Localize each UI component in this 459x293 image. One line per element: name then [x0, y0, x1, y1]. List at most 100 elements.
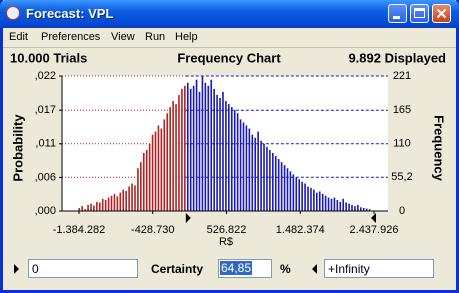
histogram-bar: [93, 205, 95, 211]
menu-item[interactable]: Run: [145, 31, 166, 43]
histogram-bar: [295, 177, 298, 211]
histogram-bar: [134, 185, 136, 211]
histogram-bar: [354, 206, 356, 211]
histogram-bar: [140, 162, 142, 211]
histogram-bar: [195, 79, 198, 211]
histogram-bar: [289, 171, 292, 211]
lower-bound-input[interactable]: 0: [28, 259, 138, 278]
histogram-bar: [362, 207, 365, 211]
histogram-bar: [365, 208, 368, 211]
x-tick-label: -428.730: [131, 224, 174, 236]
histogram-bar: [260, 140, 262, 211]
histogram-bar: [172, 101, 174, 211]
histogram-bar: [272, 152, 274, 211]
histogram-bar: [213, 88, 215, 211]
histogram-bar: [128, 186, 130, 211]
histogram-bar: [90, 203, 92, 211]
histogram-bar: [151, 134, 154, 211]
histogram-bar: [251, 134, 254, 211]
histogram-bar: [357, 204, 359, 211]
histogram-bar: [207, 85, 210, 211]
histogram-bar: [198, 91, 201, 211]
x-axis-label: R$: [219, 236, 233, 248]
histogram-bar: [307, 186, 309, 211]
histogram-bar: [263, 143, 265, 211]
x-tick-label: -1.384.282: [53, 224, 106, 236]
certainty-input[interactable]: 64,85: [218, 259, 272, 278]
histogram-bar: [169, 107, 171, 211]
histogram-bar: [137, 168, 139, 211]
x-tick-label: 1.482.374: [276, 224, 325, 236]
menu-item[interactable]: Help: [175, 31, 198, 43]
histogram-bar: [219, 97, 221, 211]
histogram-bar: [248, 128, 251, 211]
histogram-bar: [166, 113, 169, 211]
histogram-bar: [286, 168, 289, 211]
histogram-bar: [292, 174, 295, 211]
menu-bar: Edit Preferences View Run Help: [3, 28, 456, 48]
minimize-button[interactable]: [388, 4, 407, 23]
histogram-bar: [313, 189, 315, 211]
histogram-bar: [321, 193, 324, 211]
histogram-bar: [310, 187, 312, 211]
app-icon: [6, 6, 20, 20]
histogram-bar: [201, 76, 204, 211]
y-tick-label: ,006: [35, 171, 56, 183]
menu-item[interactable]: View: [111, 31, 135, 43]
histogram-bar: [298, 179, 301, 211]
histogram-bar: [119, 192, 122, 211]
histogram-bar: [330, 198, 333, 211]
histogram-bar: [78, 207, 81, 211]
histogram-bar: [280, 162, 283, 211]
histogram-bar: [230, 107, 233, 211]
histogram-bar: [116, 196, 119, 211]
histogram-bar: [228, 104, 230, 211]
histogram-bar: [175, 104, 177, 211]
histogram-bar: [245, 125, 248, 211]
histogram-bar: [81, 206, 83, 211]
histogram-bar: [324, 195, 327, 211]
y2-tick-label: 221: [393, 70, 411, 82]
certainty-marker-right: [371, 213, 376, 223]
histogram-bar: [304, 183, 306, 211]
y-tick-label: ,000: [35, 205, 56, 217]
histogram-bar: [157, 125, 160, 211]
histogram-bar: [163, 119, 166, 211]
chart-title: Frequency Chart: [177, 50, 281, 65]
histogram-bar: [239, 119, 242, 211]
histogram-bar: [318, 191, 321, 211]
histogram-bar: [98, 202, 101, 211]
certainty-label: Certainty: [151, 262, 204, 276]
certainty-marker-left: [185, 213, 191, 223]
histogram-bar: [148, 143, 151, 211]
y2-tick-label: 55,2: [391, 171, 412, 183]
upper-bound-input[interactable]: +Infinity: [324, 259, 434, 278]
histogram-bar: [96, 201, 98, 211]
histogram-bar: [348, 203, 350, 211]
histogram-bar: [142, 152, 145, 211]
trials: 10.000 Trials: [10, 50, 87, 65]
histogram-bar: [186, 82, 189, 212]
histogram-bar: [327, 197, 330, 211]
menu-item[interactable]: Edit: [9, 31, 28, 43]
title-bar: Forecast: VPL: [0, 0, 459, 28]
histogram-bar: [254, 137, 257, 211]
histogram-bar: [274, 156, 277, 211]
histogram-bar: [269, 149, 271, 211]
maximize-button[interactable]: [410, 4, 429, 23]
histogram-bar: [236, 113, 239, 211]
histogram-bar: [87, 204, 89, 211]
histogram-bar: [316, 192, 318, 211]
histogram-bar: [113, 193, 116, 211]
menu-item[interactable]: Preferences: [41, 31, 101, 43]
certainty-value: 64,85: [220, 261, 253, 275]
close-button[interactable]: [432, 4, 451, 23]
y2-tick-label: 165: [393, 104, 411, 116]
histogram-bar: [225, 101, 227, 211]
histogram-bar: [345, 202, 347, 211]
histogram-bar: [351, 204, 353, 211]
histogram-bar: [301, 181, 303, 211]
window-title: Forecast: VPL: [26, 6, 114, 21]
y-tick-label: ,017: [35, 104, 56, 116]
histogram-bar: [110, 195, 113, 211]
